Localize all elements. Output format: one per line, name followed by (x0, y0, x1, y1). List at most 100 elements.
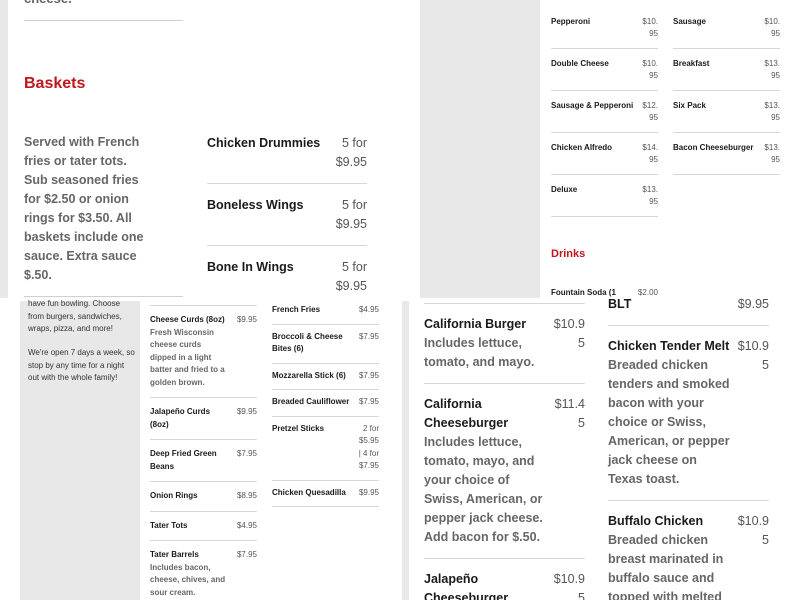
menu-item-price: $10.95 (553, 317, 585, 350)
menu-item: Onion Rings $8.95 (150, 482, 257, 512)
menu-item-info: Bacon Cheeseburger (673, 142, 760, 166)
section-title-drinks: Drinks (551, 248, 586, 260)
menu-item-price: $13.95 (764, 143, 780, 164)
menu-item-info: Chicken Tender Melt Breaded chicken tende… (608, 337, 737, 489)
drinks-list: Fountain Soda (1 free $2.00 (551, 278, 658, 298)
menu-item-price: 5 for $9.95 (335, 260, 367, 293)
menu-item-name: Buffalo Chicken (608, 514, 704, 528)
menu-item-info: Fountain Soda (1 free (551, 287, 634, 298)
menu-item-price: $9.95 (236, 315, 257, 324)
menu-item-name: Chicken Tender Melt (608, 339, 730, 353)
menu-item: Deluxe $13.95 (551, 175, 658, 217)
menu-item-info: Double Cheese (551, 58, 638, 82)
burgers-list-left: California Burger Includes lettuce, tomat… (424, 303, 585, 600)
menu-item: Chicken Tender Melt Breaded chicken tende… (608, 326, 769, 501)
menu-item-info: Chicken Drummies (207, 134, 333, 172)
menu-item: Breakfast $13.95 (673, 49, 780, 91)
menu-item: Tater Barrels Includes bacon, cheese, chi… (150, 541, 257, 600)
section-title-baskets: Baskets (24, 75, 86, 92)
menu-item-description: Includes bacon, cheese, chives, and sour… (150, 562, 226, 597)
pizza-list-right: Sausage $10.95 Breakfast $13.95 Six Pack $13.… (673, 7, 780, 175)
menu-item-price: $4.95 (236, 520, 257, 530)
menu-item: Fountain Soda (1 free $2.00 (551, 278, 658, 298)
menu-item-info: BLT (608, 298, 737, 314)
menu-item: Jalapeño Cheeseburger $10.95 (424, 559, 585, 600)
menu-item: Buffalo Chicken Breaded chicken breast ma… (608, 501, 769, 600)
menu-item: Pepperoni $10.95 (551, 7, 658, 49)
menu-item-description: Fresh Wisconsin cheese curds dipped in a… (150, 327, 225, 387)
menu-item-price: $10.95 (553, 572, 585, 600)
menu-item-info: Boneless Wings (207, 196, 333, 234)
sidebar-strip (402, 301, 409, 600)
menu-item-name: BLT (608, 298, 632, 311)
menu-item-price: $14.95 (642, 143, 658, 164)
menu-item-info: Six Pack (673, 100, 760, 124)
about-sidebar (20, 301, 140, 600)
about-text-2: We're open 7 days a week, so stop by any… (28, 348, 135, 382)
menu-item-price: $13.95 (764, 101, 780, 122)
menu-item-price: $7.95 (358, 331, 379, 341)
menu-item-info: Tater Barrels Includes bacon, cheese, chi… (150, 549, 233, 599)
menu-item-price: $9.95 (358, 487, 379, 497)
menu-item-info: Tater Tots (150, 520, 233, 533)
burgers-panel: California Burger Includes lettuce, tomat… (401, 298, 800, 600)
appetizers-list-right: French Fries $4.95 Broccoli & Cheese Bites… (272, 298, 379, 507)
menu-item: Mozzarella Stick (6) $7.95 (272, 364, 379, 390)
menu-item: Boneless Wings 5 for $9.95 (207, 184, 367, 246)
menu-item-price: $13.95 (764, 59, 780, 80)
menu-item-name: Tater Tots (150, 520, 188, 530)
menu-item-info: Sausage (673, 16, 760, 40)
menu-item: Chicken Drummies 5 for $9.95 (207, 122, 367, 184)
menu-item-info: Pretzel Sticks (272, 423, 355, 473)
menu-item-name: Mozzarella Stick (6) (272, 370, 346, 380)
menu-item: Breaded Cauliflower $7.95 (272, 390, 379, 417)
menu-item-price: $4.95 (358, 305, 379, 314)
menu-item-info: Broccoli & Cheese Bites (6) (272, 331, 355, 356)
menu-item: Sausage & Pepperoni $12.95 (551, 91, 658, 133)
menu-item-info: Chicken Alfredo (551, 142, 638, 166)
sidebar-strip (0, 0, 8, 298)
menu-item-name: California Burger (424, 317, 527, 331)
menu-item: Chicken Alfredo $14.95 (551, 133, 658, 175)
menu-item-name: Pepperoni (551, 17, 591, 26)
divider (24, 20, 183, 21)
menu-item-info: Deep Fried Green Beans (150, 448, 233, 473)
menu-item-description: Breaded chicken breast marinated in buff… (608, 533, 724, 600)
menu-item-info: French Fries (272, 304, 355, 317)
menu-item-price: 5 for $9.95 (335, 198, 367, 231)
menu-item-name: Deluxe (551, 185, 578, 194)
menu-item-name: Boneless Wings (207, 198, 304, 212)
pizza-list-left: Pepperoni $10.95 Double Cheese $10.95 Sausag… (551, 7, 658, 217)
menu-item-price: $10.95 (737, 339, 769, 372)
baskets-panel: cheese. Baskets Served with French fries… (0, 0, 420, 298)
menu-item-price: 2 for $5.95 | 4 for $7.95 (358, 423, 379, 471)
menu-item-description: Includes lettuce, tomato, mayo, and your… (424, 435, 543, 544)
menu-item-price: $12.95 (642, 101, 658, 122)
menu-item-name: Jalapeño Curds (8oz) (150, 407, 211, 429)
menu-item-name: Fountain Soda (1 free (551, 288, 616, 297)
menu-item: Sausage $10.95 (673, 7, 780, 49)
menu-item-price: $10.95 (737, 514, 769, 547)
menu-item: Broccoli & Cheese Bites (6) $7.95 (272, 325, 379, 364)
menu-item-name: Double Cheese (551, 59, 609, 68)
menu-item-price: 5 for $9.95 (335, 136, 367, 169)
menu-item: Tater Tots $4.95 (150, 512, 257, 541)
menu-item-info: Chicken Quesadilla (272, 487, 355, 500)
menu-item-name: Tater Barrels (150, 550, 199, 559)
menu-item: California Burger Includes lettuce, tomat… (424, 304, 585, 384)
menu-item-info: Mozzarella Stick (6) (272, 370, 355, 383)
menu-item-description: Breaded chicken tenders and smoked bacon… (608, 358, 730, 486)
divider (24, 296, 183, 297)
menu-item-name: Sausage & Pepperoni (551, 101, 634, 110)
menu-item-name: Bacon Cheeseburger (673, 143, 754, 152)
menu-item-info: Pepperoni (551, 16, 638, 40)
menu-item-price: $7.95 (358, 370, 379, 380)
menu-item-price: $13.95 (642, 185, 658, 206)
menu-item-name: Chicken Quesadilla (272, 487, 346, 497)
menu-item-info: Jalapeño Curds (8oz) (150, 406, 233, 431)
menu-item: California Cheeseburger Includes lettuce,… (424, 384, 585, 559)
menu-item-price: $2.00 (637, 288, 658, 297)
menu-item-info: Breakfast (673, 58, 760, 82)
appetizers-list-left: Cheese Curds (8oz) Fresh Wisconsin cheese… (150, 305, 257, 600)
menu-item-name: Breakfast (673, 59, 710, 68)
